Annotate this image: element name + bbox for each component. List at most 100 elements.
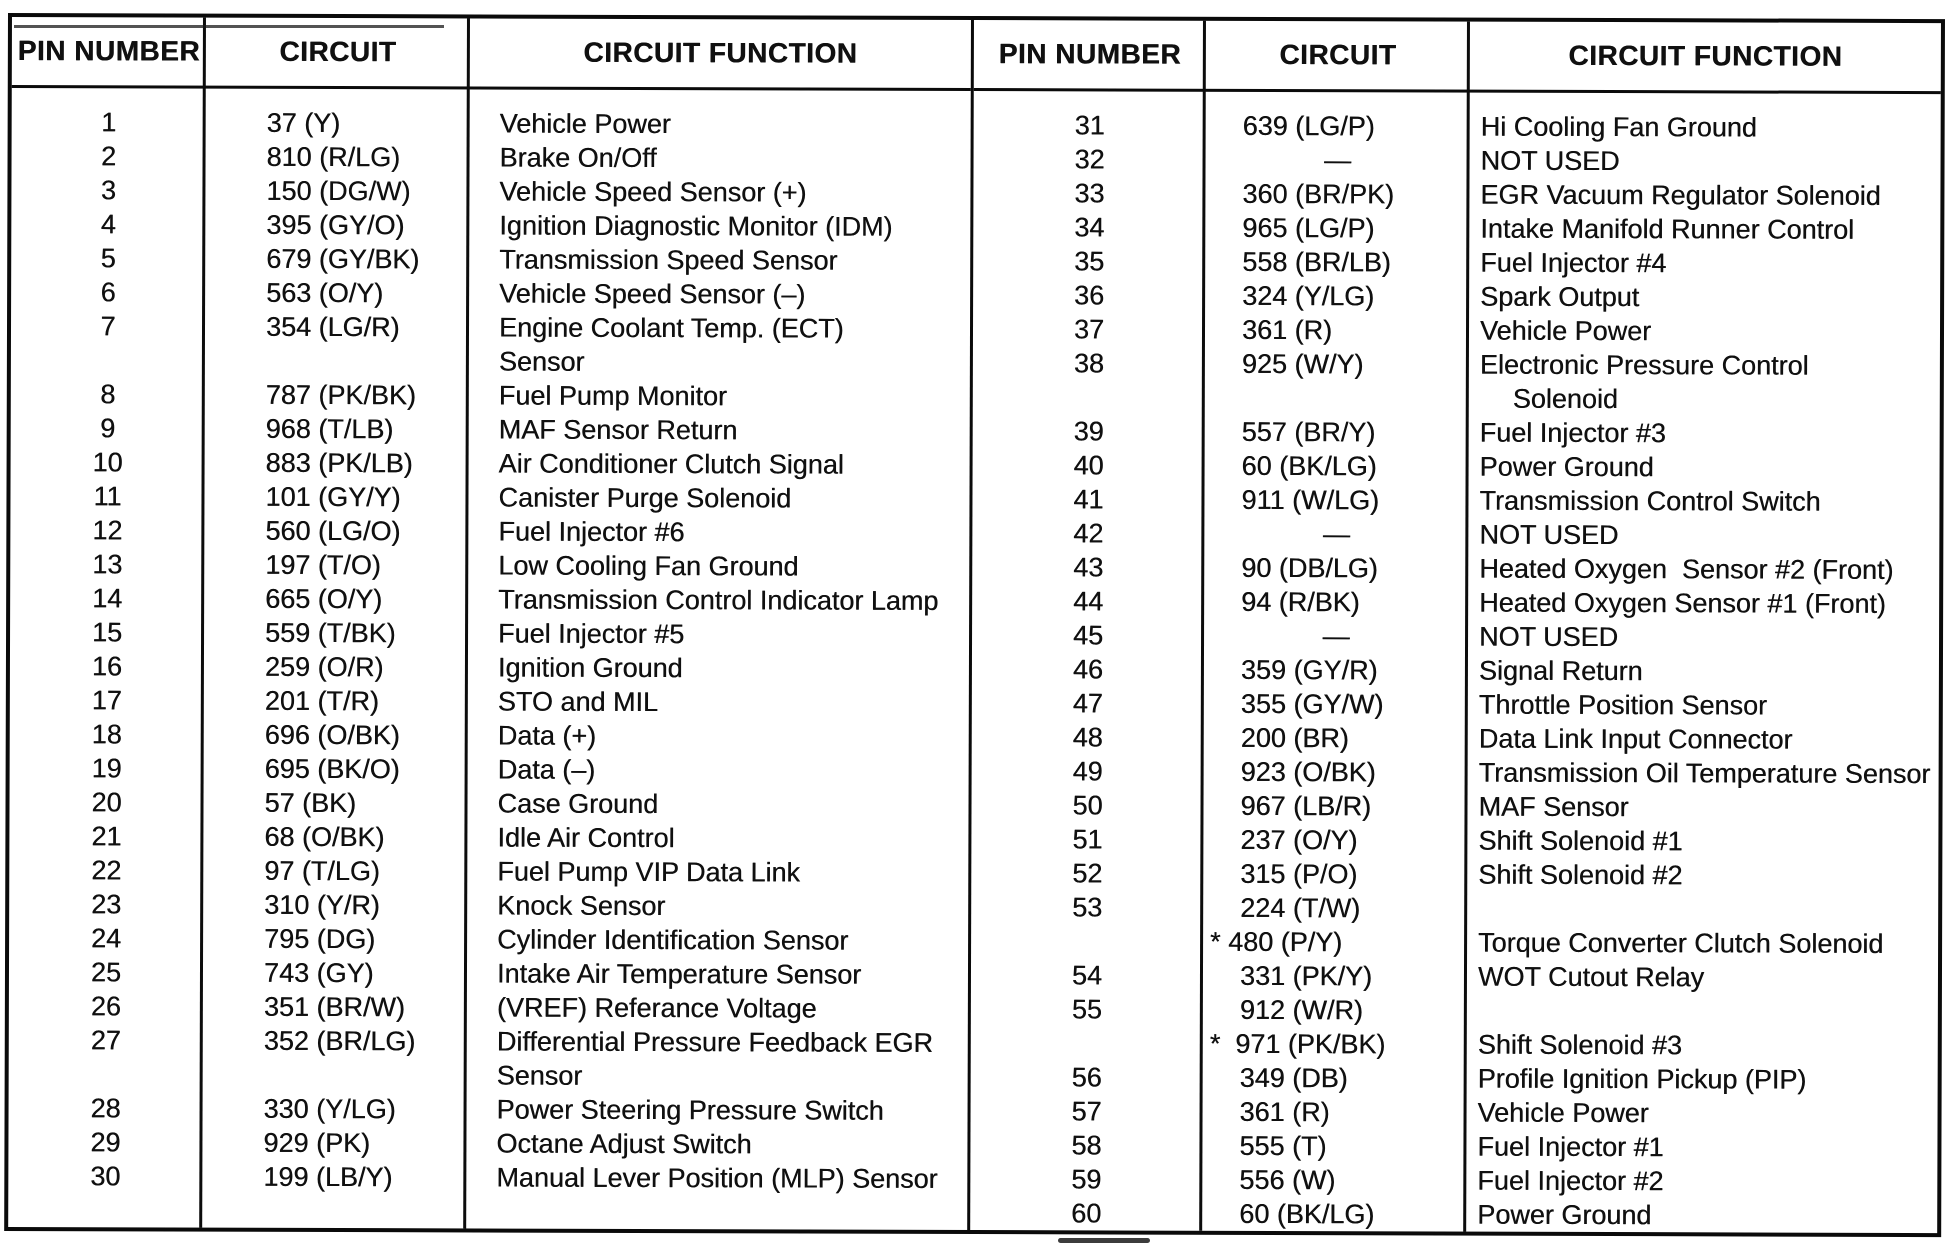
cell-circuit: 324 (Y/LG)	[1242, 280, 1375, 312]
cell-pin: 20	[91, 787, 122, 818]
cell-pin: 15	[91, 617, 123, 648]
cell-pin: 53	[1072, 892, 1103, 923]
cell-pin	[971, 1026, 1203, 1061]
cell-pin: 5	[100, 243, 116, 274]
cell-fn: Fuel Pump Monitor	[498, 380, 727, 412]
cell-fn: Heated Oxygen Sensor #2 (Front)	[1479, 553, 1894, 585]
cell-pin	[11, 343, 205, 378]
cell-pin: 3	[100, 175, 117, 206]
cell-fn: Sensor	[496, 1060, 583, 1091]
cell-fn: Transmission Control Indicator Lamp	[498, 584, 939, 616]
cell-circuit: 965 (LG/P)	[1242, 212, 1375, 244]
cell-pin: 48	[1072, 722, 1103, 753]
cell-pin: 60	[1071, 1198, 1102, 1229]
cell-fn: Fuel Injector #3	[1479, 417, 1666, 449]
cell-pin: 14	[92, 583, 123, 614]
cell-circuit: * 971 (PK/BK)	[1209, 1028, 1386, 1060]
cell-fn	[1467, 892, 1938, 927]
cell-pin	[9, 1057, 203, 1092]
cell-circuit: 57 (BK)	[264, 787, 357, 819]
cell-circuit: 197 (T/O)	[265, 549, 381, 581]
table-body: 31 639 (LG/P) Hi Cooling Fan Ground 32 — NOT …	[970, 91, 1941, 1233]
cell-pin: 7	[100, 311, 116, 342]
cell-circuit: 929 (PK)	[263, 1127, 371, 1159]
cell-pin: 33	[1074, 178, 1105, 209]
cell-circuit: 101 (GY/Y)	[265, 481, 401, 513]
cell-fn: NOT USED	[1479, 519, 1619, 551]
cell-pin: 17	[91, 685, 122, 716]
cell-circuit: 557 (BR/Y)	[1241, 416, 1376, 448]
cell-circuit: 912 (W/R)	[1239, 994, 1363, 1026]
cell-circuit: 97 (T/LG)	[264, 855, 380, 887]
cell-fn: (VREF) Referance Voltage	[496, 992, 817, 1024]
cell-fn: MAF Sensor Return	[498, 414, 738, 446]
cell-fn: Torque Converter Clutch Solenoid	[1478, 927, 1884, 959]
cell-fn: Idle Air Control	[497, 822, 675, 854]
cell-pin: 40	[1073, 450, 1104, 481]
cell-circuit: 90 (DB/LG)	[1241, 552, 1378, 584]
cell-circuit	[1205, 381, 1469, 416]
cell-circuit: —	[1322, 621, 1350, 652]
cell-circuit: 361 (R)	[1241, 314, 1333, 346]
column-header-circuit-function: CIRCUIT FUNCTION	[583, 36, 858, 69]
cell-fn: NOT USED	[1479, 621, 1619, 653]
cell-fn: Knock Sensor	[497, 890, 666, 922]
cell-fn: Low Cooling Fan Ground	[498, 550, 799, 582]
cell-circuit: 199 (LB/Y)	[263, 1161, 393, 1193]
cell-circuit: 259 (O/R)	[264, 651, 384, 683]
cell-fn: Spark Output	[1480, 281, 1640, 313]
cell-fn: Engine Coolant Temp. (ECT)	[498, 312, 844, 344]
column-header-pin-number: PIN NUMBER	[17, 35, 201, 67]
cell-pin: 25	[90, 957, 122, 988]
cell-fn: EGR Vacuum Regulator Solenoid	[1480, 179, 1881, 211]
cell-circuit: 224 (T/W)	[1240, 892, 1361, 924]
cell-circuit: 743 (GY)	[263, 957, 374, 989]
cell-pin: 34	[1074, 212, 1105, 243]
cell-circuit: 349 (DB)	[1239, 1062, 1348, 1094]
cell-fn: Data Link Input Connector	[1478, 723, 1793, 755]
cell-pin: 52	[1072, 858, 1103, 889]
cell-fn: Case Ground	[497, 788, 659, 820]
pinout-table-right: PIN NUMBER CIRCUIT CIRCUIT FUNCTION 31 63…	[967, 20, 1941, 1234]
cell-circuit: 68 (O/BK)	[264, 821, 385, 853]
cell-circuit: 967 (LB/R)	[1240, 790, 1372, 822]
cell-fn: Throttle Position Sensor	[1478, 689, 1768, 721]
cell-pin: 55	[1071, 994, 1102, 1025]
cell-circuit: 665 (O/Y)	[265, 583, 383, 615]
cell-fn: Fuel Injector #4	[1480, 247, 1667, 279]
cell-circuit: 60 (BK/LG)	[1239, 1198, 1375, 1230]
cell-fn: Air Conditioner Clutch Signal	[498, 448, 844, 480]
cell-circuit: * 480 (P/Y)	[1210, 926, 1343, 958]
cell-fn: Hi Cooling Fan Ground	[1480, 111, 1757, 143]
cell-pin: 45	[1072, 620, 1104, 651]
cell-pin	[971, 924, 1203, 959]
cell-fn	[1467, 994, 1938, 1029]
cell-fn: Power Ground	[1479, 451, 1654, 483]
cell-circuit: 925 (W/Y)	[1241, 348, 1364, 380]
cell-pin: 10	[92, 447, 123, 478]
scan-artifact	[14, 25, 444, 28]
cell-pin: 12	[92, 515, 123, 546]
cell-pin: 13	[92, 549, 123, 580]
cell-fn: STO and MIL	[497, 686, 658, 718]
cell-pin: 30	[90, 1161, 121, 1192]
cell-fn: Fuel Injector #5	[498, 618, 685, 650]
cell-pin: 41	[1073, 484, 1104, 515]
cell-fn: Brake On/Off	[499, 142, 657, 174]
cell-fn: Sensor	[498, 346, 585, 377]
cell-circuit: 361 (R)	[1239, 1096, 1330, 1128]
cell-circuit: 331 (PK/Y)	[1239, 960, 1373, 992]
cell-fn: Fuel Pump VIP Data Link	[497, 856, 801, 888]
cell-pin: 11	[93, 481, 122, 512]
cell-circuit: 150 (DG/W)	[266, 175, 411, 207]
cell-pin: 21	[91, 821, 122, 852]
cell-fn: Signal Return	[1478, 655, 1643, 687]
table-header-row: PIN NUMBER CIRCUIT CIRCUIT FUNCTION	[11, 17, 971, 92]
cell-circuit	[205, 344, 469, 379]
cell-pin: 42	[1073, 518, 1104, 549]
cell-circuit: 359 (GY/R)	[1240, 654, 1378, 686]
cell-pin: 18	[91, 719, 122, 750]
cell-circuit: 94 (R/BK)	[1241, 586, 1360, 618]
cell-circuit: 310 (Y/R)	[264, 889, 380, 921]
cell-circuit: 330 (Y/LG)	[263, 1093, 396, 1125]
